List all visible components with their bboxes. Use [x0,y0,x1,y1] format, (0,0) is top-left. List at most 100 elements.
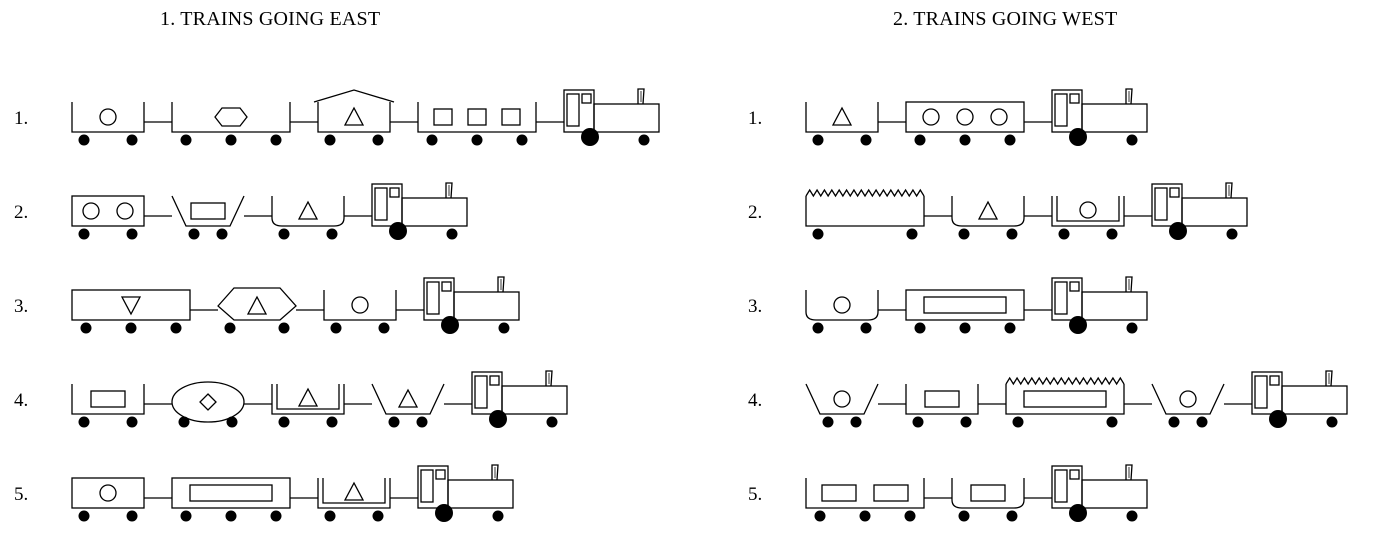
wheel [324,510,336,522]
train-number-west-2: 2. [748,202,763,223]
wheel [1196,416,1208,428]
cab-window [1169,187,1180,198]
wheel [958,510,970,522]
locomotive [1051,88,1148,146]
square-load [433,108,453,126]
cab-window [1069,281,1080,292]
car-closed-long [905,101,1025,146]
wheel [914,322,926,334]
wheel [1168,416,1180,428]
locomotive-boiler [447,479,514,509]
wheel [78,416,90,428]
rectangle-load [90,390,126,408]
locomotive-boiler [1081,103,1148,133]
title-trains-west: 2. TRAINS GOING WEST [893,8,1118,30]
wheel [330,322,342,334]
rectangle-load [821,484,857,502]
smokestack [545,370,553,387]
wheel [912,416,924,428]
wheel [1226,228,1238,240]
smokestack [1125,464,1133,481]
wheel [498,322,510,334]
wheel [372,134,384,146]
circle-load [956,108,974,126]
cab-window [581,93,592,104]
wheel [224,322,236,334]
car-open [323,290,397,334]
wheel [216,228,228,240]
wheel [1004,134,1016,146]
wheel [492,510,504,522]
cab-door [420,469,434,503]
cab-door [474,375,488,409]
circle-load [922,108,940,126]
wheel [1326,416,1338,428]
smokestack [1325,370,1333,387]
wheel [1012,416,1024,428]
wheel [180,510,192,522]
wheel [516,134,528,146]
car-closed [71,477,145,522]
wheel [416,416,428,428]
cab-window [389,187,400,198]
locomotive [563,88,660,146]
wheel [326,416,338,428]
car-jagged-box [1005,376,1125,428]
wheel [78,228,90,240]
car-hopper [805,383,879,428]
smokestack [491,464,499,481]
triangle-load [246,295,268,315]
drive-wheel [1069,128,1087,146]
long-rectangle-load [1023,390,1107,408]
drive-wheel [489,410,507,428]
circle-load [1179,390,1197,408]
wheel [225,134,237,146]
wheel [126,228,138,240]
car-bowl [271,196,345,240]
cab-window [435,469,446,480]
car-open [905,384,979,428]
wheel [170,322,182,334]
title-trains-east: 1. TRAINS GOING EAST [160,8,381,30]
circle-load [990,108,1008,126]
wheel [446,228,458,240]
car-jagged [805,188,925,240]
triangle-load [343,481,365,501]
wheel [125,322,137,334]
smokestack [1125,88,1133,105]
circle-load [116,202,134,220]
wheel [914,134,926,146]
wheel [906,228,918,240]
circle-load [82,202,100,220]
triangle-load [297,387,319,407]
triangle-load [297,200,319,220]
circle-load [99,484,117,502]
car-open-long [417,102,537,146]
wheel [959,134,971,146]
wheel [812,228,824,240]
wheel [78,510,90,522]
locomotive-boiler [1181,197,1248,227]
car-closed-long-box [171,477,291,522]
train-number-west-3: 3. [748,296,763,317]
rectangle-load [924,390,960,408]
smokestack [1225,182,1233,199]
drive-wheel [1069,316,1087,334]
inverted-triangle-load [120,296,142,316]
wheel [850,416,862,428]
cab-door [1054,93,1068,127]
smokestack [637,88,645,105]
locomotive-boiler [1081,479,1148,509]
cab-door [1154,187,1168,221]
smokestack [445,182,453,199]
train-number-east-5: 5. [14,484,29,505]
square-load [467,108,487,126]
wheel [80,322,92,334]
train-number-east-2: 2. [14,202,29,223]
drive-wheel [1069,504,1087,522]
car-bowl [951,478,1025,522]
car-open [805,102,879,146]
car-double [1051,196,1125,240]
drive-wheel [435,504,453,522]
long-rectangle-load [923,296,1007,314]
